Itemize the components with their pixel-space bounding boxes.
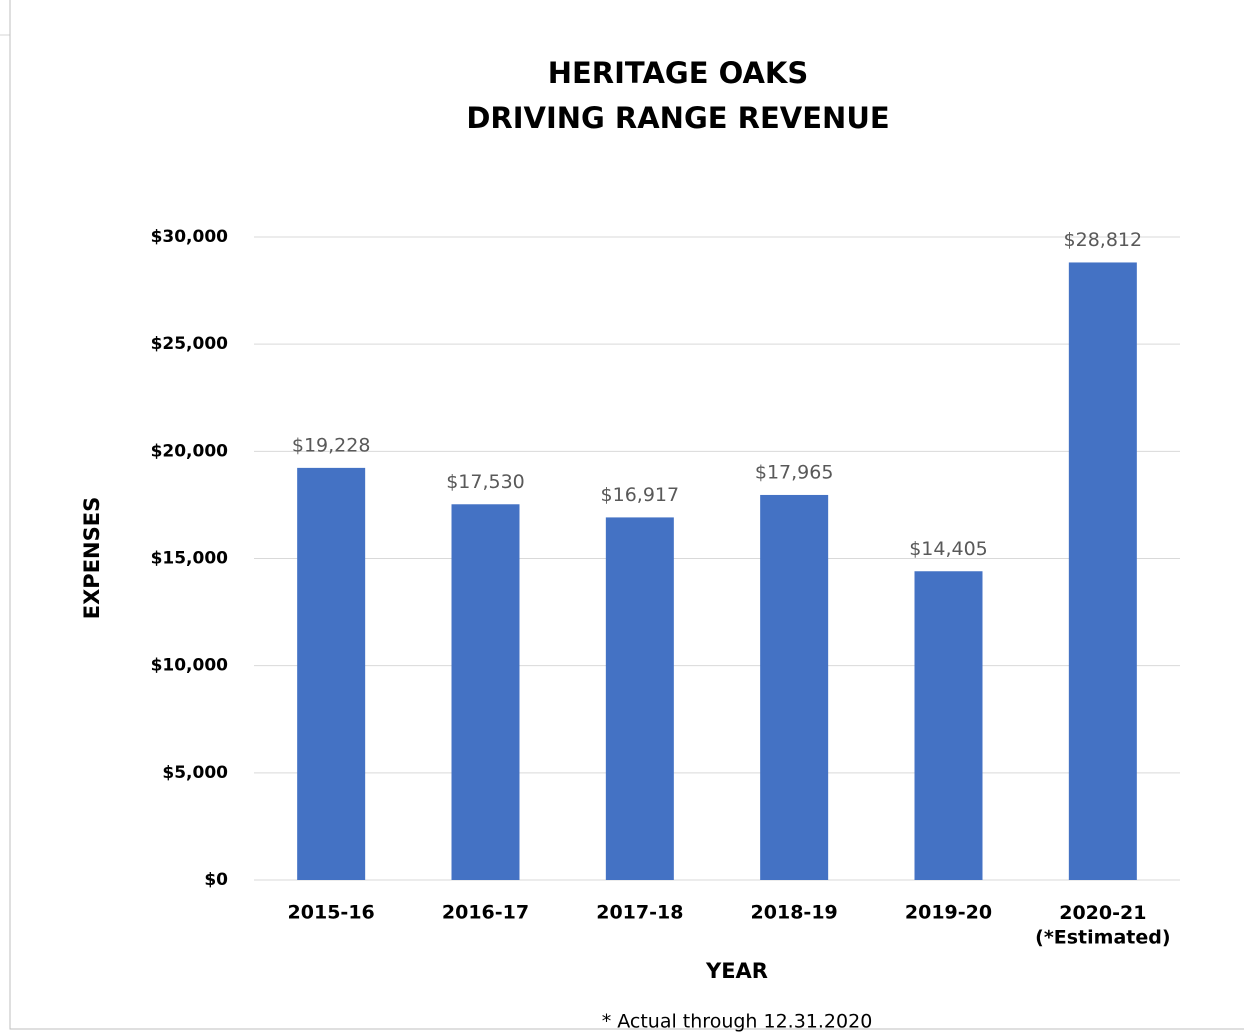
bar [1068,262,1137,881]
y-tick-label: $0 [204,870,228,890]
x-tick-label: 2020-21 (*Estimated) [1035,902,1170,949]
x-tick-label: 2017-18 [596,902,683,924]
bar [297,467,366,880]
y-tick-label: $25,000 [151,334,229,354]
bar [605,517,674,880]
y-tick-label: $30,000 [151,227,229,247]
y-tick-label: $15,000 [151,549,229,569]
y-tick-label: $10,000 [151,656,229,676]
y-tick-label: $5,000 [162,763,228,783]
x-tick-label: 2016-17 [442,902,529,924]
value-label: $14,405 [909,538,988,560]
value-label: $19,228 [292,434,371,456]
value-label: $28,812 [1064,229,1143,251]
bar [914,571,983,880]
x-tick-label: 2018-19 [751,902,838,924]
x-axis-label: YEAR [705,959,768,983]
y-tick-label: $20,000 [151,441,229,461]
chart-title: DRIVING RANGE REVENUE [466,101,889,135]
value-label: $17,965 [755,461,834,483]
value-label: $17,530 [446,471,525,493]
x-tick-label: 2019-20 [905,902,992,924]
bar [451,504,520,880]
value-label: $16,917 [601,484,680,506]
y-axis-label: EXPENSES [80,497,104,619]
chart-title: HERITAGE OAKS [548,56,809,90]
x-tick-label: 2015-16 [288,902,375,924]
bar [760,494,829,880]
footnote: * Actual through 12.31.2020 [602,1011,873,1033]
